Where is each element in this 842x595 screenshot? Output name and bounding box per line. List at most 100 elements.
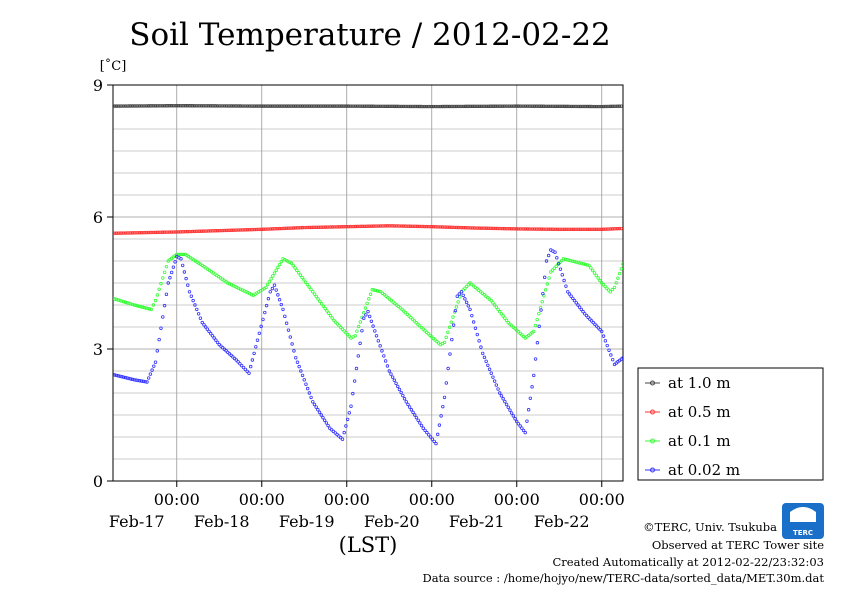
data-point: [576, 260, 580, 265]
data-point: [610, 287, 615, 292]
data-point: [504, 318, 509, 323]
data-point: [461, 293, 465, 298]
data-point: [360, 329, 364, 333]
x-tick-date: Feb-20: [364, 512, 420, 531]
data-point: [256, 227, 260, 232]
data-point: [605, 227, 609, 231]
data-point: [520, 227, 524, 231]
data-point: [284, 321, 289, 325]
data-point: [235, 228, 239, 232]
data-point: [589, 227, 593, 232]
data-point: [539, 227, 544, 231]
data-point: [299, 104, 303, 108]
data-point: [293, 104, 298, 108]
data-point: [121, 231, 126, 235]
data-point: [284, 104, 289, 108]
data-point: [316, 225, 321, 229]
data-point: [580, 227, 584, 232]
data-point: [417, 104, 422, 109]
data-point: [612, 227, 616, 231]
x-axis: 00:00 Feb-17 00:00 Feb-18 00:00 Feb-19 00:00 Fe…: [109, 481, 625, 531]
x-axis-label: (LST): [339, 533, 398, 557]
data-point: [392, 378, 397, 382]
data-point: [242, 104, 246, 108]
data-point: [161, 276, 165, 280]
data-point: [237, 228, 241, 232]
data-point: [479, 226, 484, 230]
data-point: [176, 103, 181, 108]
data-point: [573, 227, 577, 232]
data-point: [441, 404, 445, 409]
data-point: [518, 424, 522, 428]
data-point: [363, 306, 368, 310]
data-point: [523, 104, 528, 108]
data-point: [368, 314, 372, 319]
data-point: [326, 423, 330, 428]
data-point: [521, 428, 526, 433]
data-point: [182, 270, 187, 274]
data-point: [272, 104, 276, 108]
data-point: [144, 230, 149, 235]
footer-source: Data source : /home/hojyo/new/TERC-data/…: [422, 571, 824, 585]
data-point: [295, 226, 299, 230]
data-point: [614, 104, 618, 108]
data-point: [292, 349, 296, 353]
data-point: [548, 227, 553, 231]
data-point: [267, 279, 272, 284]
data-point: [205, 327, 210, 331]
data-point: [418, 421, 422, 425]
data-point: [375, 224, 379, 228]
data-point: [442, 395, 447, 400]
data-point: [153, 360, 158, 364]
data-point: [419, 224, 423, 229]
data-point: [407, 405, 412, 409]
data-point: [145, 380, 149, 384]
data-point: [302, 278, 306, 282]
data-point: [299, 369, 303, 373]
data-point: [159, 326, 163, 330]
data-point: [474, 104, 478, 109]
data-point: [397, 387, 402, 392]
data-point: [157, 230, 161, 235]
data-point: [564, 284, 568, 288]
data-point: [609, 353, 613, 357]
data-point: [383, 359, 388, 363]
data-point: [144, 104, 149, 108]
data-point: [136, 231, 140, 235]
data-point: [362, 311, 366, 315]
data-point: [237, 104, 241, 108]
data-point: [219, 228, 223, 233]
data-point: [261, 104, 266, 108]
data-point: [125, 301, 129, 305]
data-point: [530, 385, 534, 389]
x-tick-date: Feb-21: [449, 512, 505, 531]
data-point: [334, 225, 338, 229]
data-point: [541, 291, 545, 296]
data-point: [118, 298, 122, 303]
data-point: [538, 227, 542, 231]
data-point: [113, 297, 117, 301]
data-point: [316, 297, 320, 301]
data-point: [201, 229, 206, 233]
data-point: [527, 227, 531, 231]
data-point: [313, 225, 317, 230]
data-point: [389, 224, 393, 228]
data-point: [378, 104, 383, 108]
data-point: [162, 230, 167, 234]
data-point: [494, 383, 499, 387]
data-point: [469, 104, 473, 109]
data-point: [591, 227, 595, 232]
data-point: [569, 104, 574, 109]
data-point: [366, 309, 370, 314]
data-point: [116, 374, 121, 378]
data-point: [209, 331, 213, 336]
data-point: [451, 323, 456, 327]
data-point: [422, 224, 427, 229]
data-point: [265, 227, 269, 231]
data-point: [362, 104, 367, 108]
data-point: [376, 224, 381, 228]
data-point: [594, 104, 599, 109]
data-point: [402, 309, 406, 313]
data-point: [184, 276, 188, 281]
data-point: [360, 224, 365, 229]
